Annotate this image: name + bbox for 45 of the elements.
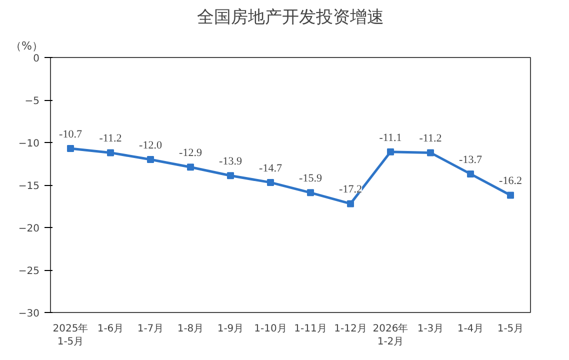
data-label: -11.2 bbox=[419, 132, 442, 145]
point bbox=[427, 149, 434, 156]
point bbox=[347, 200, 354, 208]
x-tick-label: 1-12月 bbox=[334, 324, 367, 334]
y-tick-label: −15 bbox=[18, 181, 40, 192]
data-label: -13.7 bbox=[459, 154, 482, 166]
point bbox=[147, 156, 154, 163]
x-tick-label: 1-6月 bbox=[97, 324, 124, 334]
point bbox=[267, 178, 274, 186]
data-label: -15.9 bbox=[299, 172, 322, 185]
point bbox=[227, 172, 234, 180]
x-tick-label: 1-8月 bbox=[177, 324, 204, 334]
data-label: -13.9 bbox=[219, 156, 242, 168]
x-tick-label: 2026年 1-2月 bbox=[372, 322, 408, 348]
point bbox=[507, 192, 514, 199]
x-tick-label: 1-5月 bbox=[497, 324, 524, 334]
chart-title: 全国房地产开发投资增速 bbox=[197, 8, 384, 28]
x-tick-label: 1-4月 bbox=[457, 324, 484, 334]
x-tick-label: 1-10月 bbox=[254, 324, 287, 334]
point bbox=[187, 164, 194, 171]
x-tick-label: 1-3月 bbox=[417, 324, 444, 334]
data-label: -12.9 bbox=[179, 147, 202, 160]
y-tick-label: −5 bbox=[24, 96, 40, 107]
y-tick-label: −20 bbox=[18, 224, 40, 234]
data-label: -17.2 bbox=[339, 184, 362, 196]
x-tick-label: 1-7月 bbox=[137, 324, 164, 334]
y-axis-title: （%） bbox=[10, 40, 43, 52]
data-label: -10.7 bbox=[59, 128, 82, 140]
y-tick-label: −30 bbox=[18, 308, 40, 320]
point bbox=[107, 149, 114, 156]
point bbox=[467, 170, 474, 178]
y-tick-label: −25 bbox=[18, 266, 40, 277]
data-label: -14.7 bbox=[259, 162, 282, 174]
point bbox=[387, 148, 394, 156]
data-label: -11.2 bbox=[99, 132, 122, 145]
data-label: -12.0 bbox=[139, 140, 162, 152]
y-tick-label: 0 bbox=[33, 54, 40, 64]
data-label: -11.1 bbox=[379, 132, 402, 144]
point bbox=[307, 189, 314, 196]
data-label: -16.2 bbox=[499, 175, 522, 188]
x-tick-label: 1-9月 bbox=[217, 324, 244, 334]
point bbox=[67, 144, 74, 152]
y-tick-label: −10 bbox=[18, 138, 40, 150]
x-tick-label: 2025年 1-5月 bbox=[52, 322, 88, 348]
x-tick-label: 1-11月 bbox=[294, 324, 327, 334]
